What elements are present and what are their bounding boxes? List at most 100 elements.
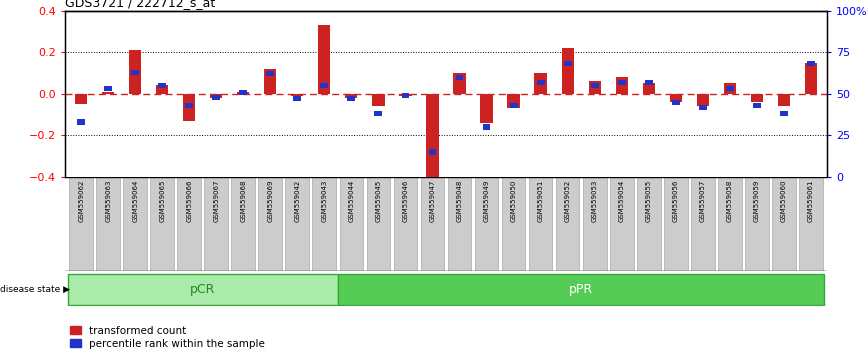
Bar xyxy=(718,177,741,271)
Bar xyxy=(726,86,734,91)
Bar xyxy=(294,96,301,101)
Bar xyxy=(616,77,628,94)
Bar xyxy=(617,80,625,85)
Bar xyxy=(482,125,490,130)
Bar xyxy=(501,177,526,271)
Text: GSM559068: GSM559068 xyxy=(240,180,246,222)
Text: GSM559059: GSM559059 xyxy=(753,180,759,222)
Bar xyxy=(267,71,275,76)
Bar xyxy=(561,48,573,94)
Bar xyxy=(212,95,220,100)
Bar xyxy=(366,177,391,271)
Bar xyxy=(429,149,436,155)
Bar xyxy=(751,94,763,102)
Bar xyxy=(753,103,760,108)
Bar xyxy=(454,73,466,94)
Text: GSM559067: GSM559067 xyxy=(213,180,219,222)
Bar xyxy=(448,177,471,271)
Bar xyxy=(96,177,120,271)
Text: pCR: pCR xyxy=(190,283,216,296)
Bar xyxy=(724,84,736,94)
Bar xyxy=(339,177,364,271)
Bar xyxy=(68,274,338,304)
Bar xyxy=(286,177,309,271)
Bar xyxy=(426,94,438,183)
Bar xyxy=(637,177,661,271)
Text: GSM559051: GSM559051 xyxy=(538,180,544,222)
Bar xyxy=(178,177,201,271)
Bar xyxy=(799,177,823,271)
Text: GSM559069: GSM559069 xyxy=(268,180,274,222)
Bar xyxy=(313,177,336,271)
Text: disease state ▶: disease state ▶ xyxy=(0,285,70,294)
Bar xyxy=(77,120,85,125)
Text: GSM559057: GSM559057 xyxy=(700,180,706,222)
Bar xyxy=(745,177,769,271)
Bar xyxy=(589,81,601,94)
Bar xyxy=(528,177,553,271)
Text: GSM559042: GSM559042 xyxy=(294,180,301,222)
Text: GSM559052: GSM559052 xyxy=(565,180,571,222)
Bar xyxy=(372,94,385,106)
Bar xyxy=(319,25,331,94)
Text: GSM559055: GSM559055 xyxy=(646,180,652,222)
Bar xyxy=(691,177,714,271)
Text: GSM559046: GSM559046 xyxy=(403,180,409,222)
Bar xyxy=(699,104,707,110)
Text: GSM559047: GSM559047 xyxy=(430,180,436,222)
Text: GSM559049: GSM559049 xyxy=(483,180,489,222)
Bar xyxy=(123,177,147,271)
Text: GSM559048: GSM559048 xyxy=(456,180,462,222)
Text: GDS3721 / 222712_s_at: GDS3721 / 222712_s_at xyxy=(65,0,215,10)
Text: GSM559058: GSM559058 xyxy=(727,180,733,222)
Bar xyxy=(696,94,708,106)
Text: GSM559064: GSM559064 xyxy=(132,180,139,222)
Bar xyxy=(104,86,112,91)
Text: GSM559065: GSM559065 xyxy=(159,180,165,222)
Bar xyxy=(185,103,193,108)
Bar xyxy=(807,61,815,67)
Bar xyxy=(583,177,606,271)
Bar xyxy=(805,63,817,94)
Text: GSM559063: GSM559063 xyxy=(105,180,111,222)
Bar xyxy=(402,93,410,98)
Bar xyxy=(475,177,499,271)
Text: GSM559066: GSM559066 xyxy=(186,180,192,222)
Text: GSM559050: GSM559050 xyxy=(511,180,516,222)
Bar xyxy=(772,177,796,271)
Bar xyxy=(231,177,255,271)
Bar xyxy=(507,94,520,108)
Bar xyxy=(537,80,545,85)
Text: GSM559043: GSM559043 xyxy=(321,180,327,222)
Bar xyxy=(338,274,824,304)
Bar xyxy=(151,177,174,271)
Bar xyxy=(672,99,680,105)
Bar xyxy=(69,177,93,271)
Bar xyxy=(239,90,248,95)
Bar xyxy=(204,177,228,271)
Bar xyxy=(102,92,114,94)
Bar xyxy=(534,73,546,94)
Bar xyxy=(129,50,141,94)
Bar xyxy=(780,111,788,116)
Bar xyxy=(456,75,463,80)
Bar xyxy=(664,177,688,271)
Bar xyxy=(564,61,572,67)
Bar xyxy=(556,177,579,271)
Text: GSM559060: GSM559060 xyxy=(781,180,787,222)
Bar xyxy=(643,84,655,94)
Bar xyxy=(421,177,444,271)
Bar xyxy=(258,177,282,271)
Bar xyxy=(644,80,653,85)
Bar xyxy=(184,94,196,121)
Bar xyxy=(156,85,168,94)
Bar xyxy=(399,94,411,96)
Bar xyxy=(291,94,303,96)
Bar xyxy=(132,70,139,75)
Text: GSM559061: GSM559061 xyxy=(808,180,814,222)
Bar xyxy=(347,96,355,101)
Bar xyxy=(320,83,328,88)
Bar xyxy=(393,177,417,271)
Text: GSM559054: GSM559054 xyxy=(618,180,624,222)
Bar xyxy=(158,83,166,88)
